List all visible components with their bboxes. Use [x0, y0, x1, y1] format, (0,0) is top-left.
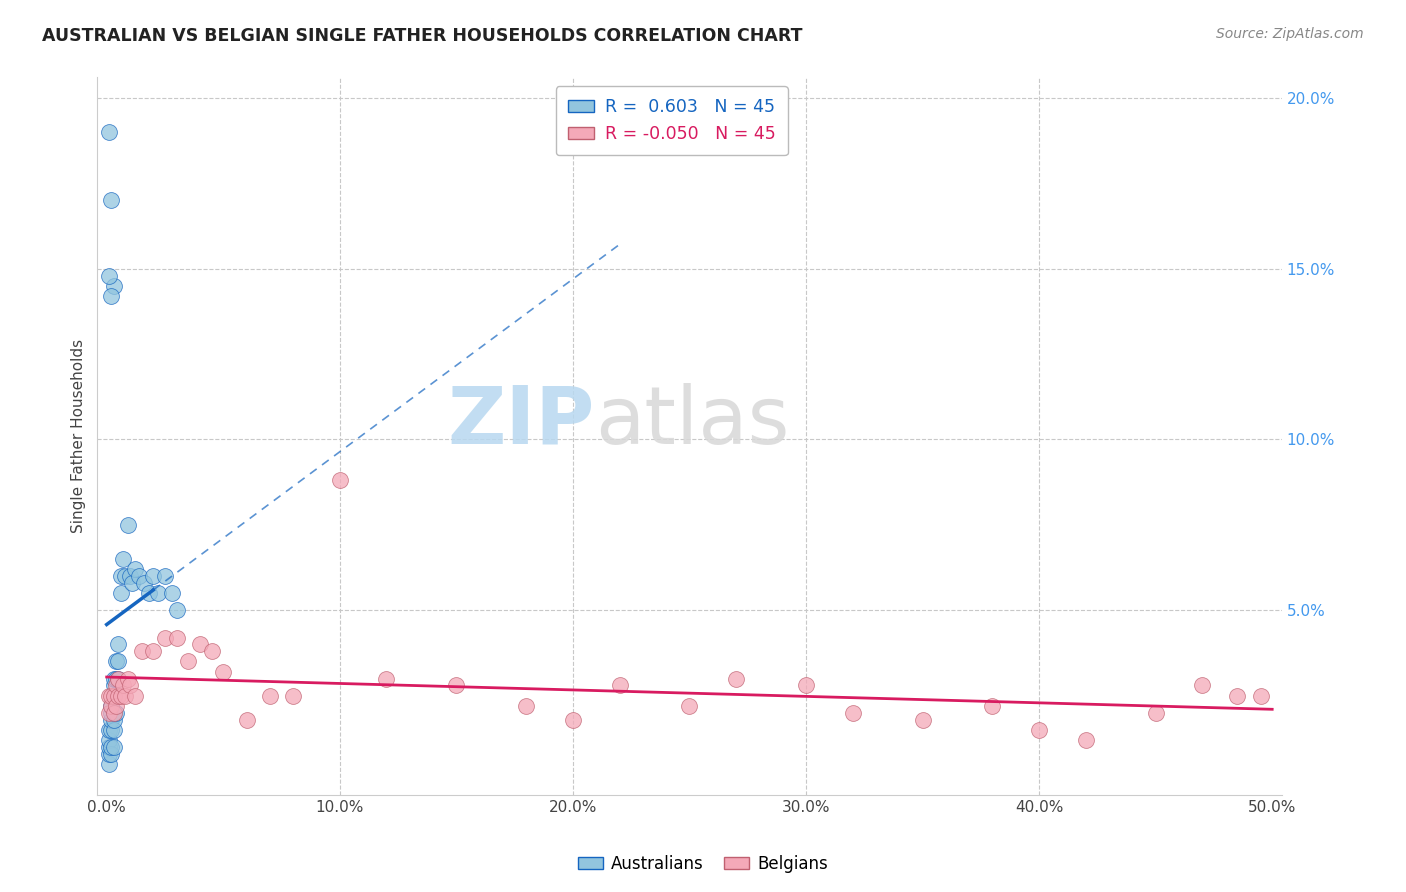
Point	[100, 747, 122, 761]
Point	[114, 689, 136, 703]
Point	[110, 569, 132, 583]
Point	[107, 637, 129, 651]
Point	[110, 586, 132, 600]
Point	[124, 689, 146, 703]
Point	[160, 586, 183, 600]
Point	[103, 713, 125, 727]
Point	[103, 739, 125, 754]
Point	[794, 678, 817, 692]
Text: atlas: atlas	[595, 383, 789, 461]
Point	[283, 689, 305, 703]
Point	[111, 678, 134, 692]
Point	[128, 569, 150, 583]
Point	[166, 631, 188, 645]
Point	[375, 672, 398, 686]
Point	[177, 655, 200, 669]
Point	[100, 289, 122, 303]
Point	[1144, 706, 1167, 720]
Point	[100, 706, 122, 720]
Point	[515, 698, 537, 713]
Point	[98, 739, 121, 754]
Point	[107, 672, 129, 686]
Point	[117, 517, 139, 532]
Point	[153, 569, 176, 583]
Point	[446, 678, 468, 692]
Point	[98, 723, 121, 737]
Point	[103, 723, 125, 737]
Point	[98, 125, 121, 139]
Point	[131, 644, 153, 658]
Point	[1191, 678, 1213, 692]
Point	[111, 552, 134, 566]
Text: AUSTRALIAN VS BELGIAN SINGLE FATHER HOUSEHOLDS CORRELATION CHART: AUSTRALIAN VS BELGIAN SINGLE FATHER HOUS…	[42, 27, 803, 45]
Point	[561, 713, 583, 727]
Point	[1074, 733, 1097, 747]
Point	[100, 739, 122, 754]
Point	[110, 689, 132, 703]
Point	[166, 603, 188, 617]
Point	[138, 586, 160, 600]
Point	[98, 689, 121, 703]
Point	[98, 706, 121, 720]
Point	[200, 644, 222, 658]
Point	[146, 586, 169, 600]
Point	[100, 689, 122, 703]
Point	[105, 706, 128, 720]
Point	[132, 576, 155, 591]
Legend: Australians, Belgians: Australians, Belgians	[571, 848, 835, 880]
Point	[107, 672, 129, 686]
Point	[103, 706, 125, 720]
Point	[188, 637, 211, 651]
Point	[1028, 723, 1050, 737]
Point	[100, 194, 122, 208]
Point	[142, 569, 165, 583]
Point	[103, 689, 125, 703]
Point	[725, 672, 748, 686]
Y-axis label: Single Father Households: Single Father Households	[72, 339, 86, 533]
Point	[100, 698, 122, 713]
Point	[259, 689, 281, 703]
Point	[1250, 689, 1272, 703]
Point	[107, 655, 129, 669]
Point	[103, 672, 125, 686]
Point	[118, 569, 141, 583]
Point	[153, 631, 176, 645]
Text: Source: ZipAtlas.com: Source: ZipAtlas.com	[1216, 27, 1364, 41]
Legend: R =  0.603   N = 45, R = -0.050   N = 45: R = 0.603 N = 45, R = -0.050 N = 45	[555, 87, 787, 155]
Point	[103, 706, 125, 720]
Point	[117, 672, 139, 686]
Point	[107, 689, 129, 703]
Point	[98, 733, 121, 747]
Point	[235, 713, 257, 727]
Point	[98, 747, 121, 761]
Point	[105, 672, 128, 686]
Point	[678, 698, 700, 713]
Point	[981, 698, 1004, 713]
Point	[114, 569, 136, 583]
Point	[103, 278, 125, 293]
Point	[105, 678, 128, 692]
Point	[98, 756, 121, 771]
Point	[212, 665, 235, 679]
Point	[142, 644, 165, 658]
Point	[100, 698, 122, 713]
Point	[329, 474, 352, 488]
Point	[105, 655, 128, 669]
Point	[118, 678, 141, 692]
Point	[98, 268, 121, 283]
Text: ZIP: ZIP	[447, 383, 595, 461]
Point	[124, 562, 146, 576]
Point	[105, 698, 128, 713]
Point	[1226, 689, 1249, 703]
Point	[121, 576, 143, 591]
Point	[103, 689, 125, 703]
Point	[103, 678, 125, 692]
Point	[911, 713, 934, 727]
Point	[100, 713, 122, 727]
Point	[841, 706, 863, 720]
Point	[609, 678, 631, 692]
Point	[100, 723, 122, 737]
